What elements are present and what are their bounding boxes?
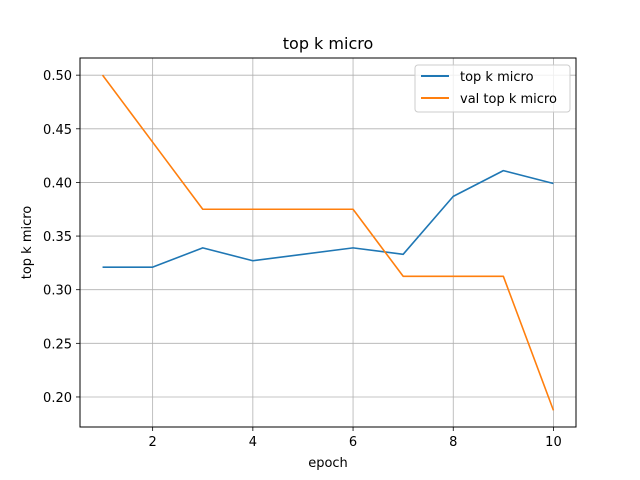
legend: top k micro val top k micro (414, 64, 571, 113)
legend-label-top-k-micro: top k micro (460, 70, 534, 85)
x-axis-title: epoch (308, 456, 348, 471)
y-tick-label: 0.50 (43, 69, 72, 84)
x-tick-label: 6 (349, 435, 357, 450)
y-tick-label: 0.25 (43, 337, 72, 352)
axis-ticks: 2 4 6 8 10 0.20 0.25 0.30 0.35 0.40 0.45 0.50 (43, 69, 562, 450)
y-tick-label: 0.40 (43, 176, 72, 191)
y-axis-title: top k micro (20, 206, 35, 280)
x-tick-label: 2 (149, 435, 157, 450)
y-tick-label: 0.35 (43, 230, 72, 245)
plot-area-frame (79, 57, 577, 428)
legend-box (414, 64, 571, 113)
series-lines (101, 74, 555, 411)
series-line-0 (102, 169, 554, 268)
y-tick-label: 0.30 (43, 284, 72, 299)
x-tick-label: 8 (449, 435, 457, 450)
y-tick-label: 0.45 (43, 123, 72, 138)
legend-label-val-top-k-micro: val top k micro (460, 92, 557, 107)
series-line-1 (101, 74, 555, 411)
chart-title: top k micro (283, 34, 374, 53)
y-tick-label: 0.20 (43, 391, 72, 406)
grid (80, 58, 576, 427)
x-tick-label: 10 (545, 435, 562, 450)
x-tick-label: 4 (249, 435, 257, 450)
